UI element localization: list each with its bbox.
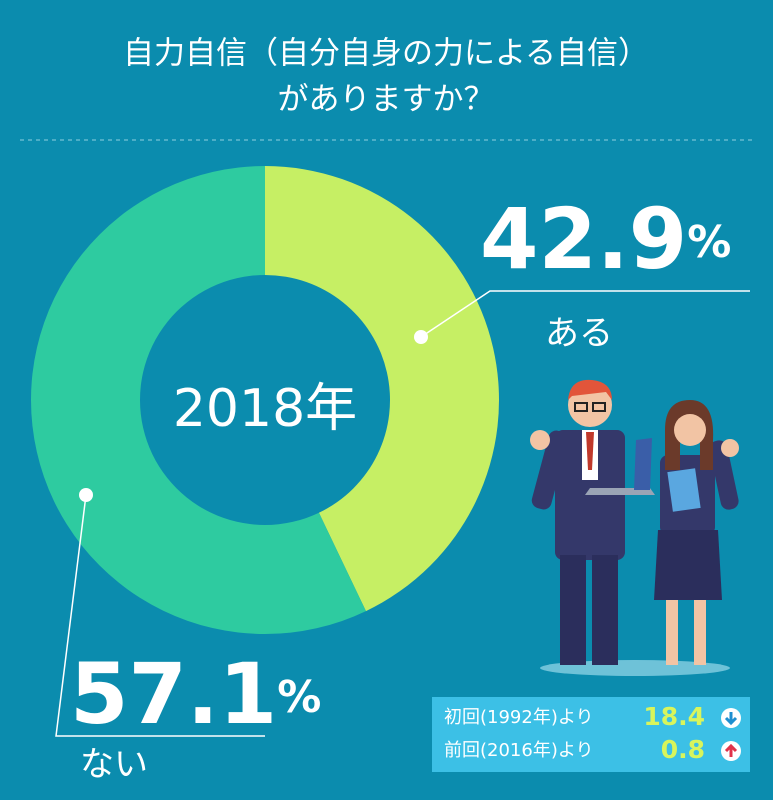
value-unit: % [277,672,321,723]
donut-slice [265,166,500,612]
direction-arrow [724,743,738,757]
leader-dot [79,488,93,502]
comparison-value: 18.4 [643,702,705,731]
leader-line [420,290,750,338]
comparison-box [432,697,750,772]
leader-line [55,494,265,737]
value-label: 57.1% [70,645,321,743]
value-number: 42.9 [480,190,687,288]
comparison-label: 前回(2016年)より [444,740,594,761]
comparison-label: 初回(1992年)より [444,707,594,728]
comparison-value: 0.8 [661,735,705,764]
value-label: 42.9% [480,190,731,288]
category-label: ある [545,314,613,354]
people-illustration [530,379,739,676]
title-line: がありますか？ [278,82,495,118]
value-number: 57.1 [70,645,277,743]
direction-arrow [724,712,738,726]
title-line: 自力自信（自分自身の力による自信） [123,36,649,72]
donut-slice [31,166,366,634]
category-label: ない [80,745,148,785]
value-unit: % [687,217,731,268]
leader-dot [414,330,428,344]
center-label: 2018年 [173,379,357,439]
